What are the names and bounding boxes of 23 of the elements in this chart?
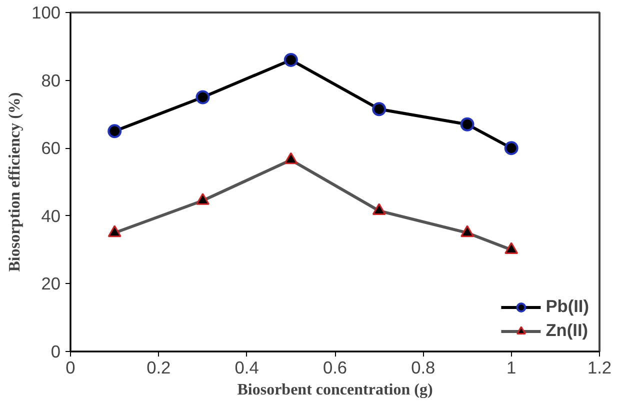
y-tick-label: 20 <box>41 274 61 294</box>
x-tick-label: 1.2 <box>587 358 612 378</box>
x-tick-label: 0 <box>66 358 76 378</box>
x-tick-label: 0.6 <box>322 358 348 378</box>
y-tick-label: 0 <box>50 342 61 362</box>
point <box>504 141 518 156</box>
y-tick-label: 40 <box>41 206 61 226</box>
legend-label: Pb(II) <box>546 296 589 317</box>
x-tick-label: 0.2 <box>146 358 171 378</box>
legend-label: Zn(II) <box>546 320 588 341</box>
x-axis-title: Biosorbent concentration (g) <box>237 382 433 398</box>
point <box>372 102 386 116</box>
x-tick-label: 1 <box>506 358 516 378</box>
y-tick-label: 100 <box>32 2 61 22</box>
point <box>108 124 122 138</box>
point <box>196 90 210 104</box>
point <box>460 117 474 132</box>
x-tick-label: 0.8 <box>411 358 436 378</box>
y-tick-label: 60 <box>41 138 61 158</box>
x-tick-label: 0.4 <box>234 358 260 378</box>
point <box>284 52 298 67</box>
y-tick-label: 80 <box>41 70 61 90</box>
y-axis-title: Biosorption efficiency (%) <box>6 92 24 272</box>
